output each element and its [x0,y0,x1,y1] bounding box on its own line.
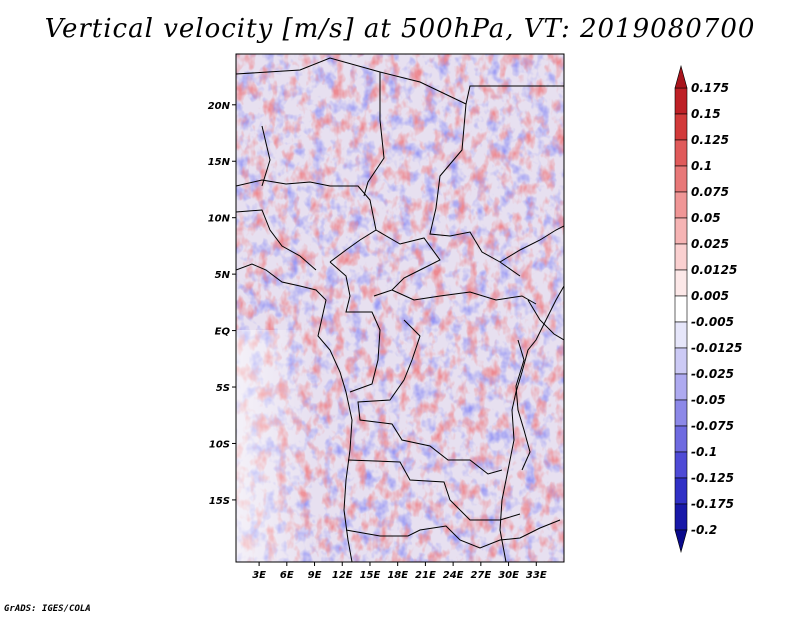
colorbar-swatch [674,425,688,453]
y-axis: 20N 15N 10N 5N EQ 5S 10S 15S [208,101,236,507]
colorbar-swatch [674,373,688,401]
x-axis: 3E 6E 9E 12E 15E 18E 21E 24E 27E 30E 33E [252,562,547,581]
colorbar-swatch [674,191,688,219]
colorbar-swatch [674,451,688,479]
x-tick-label: 9E [308,570,322,581]
border-chad-car [373,229,441,297]
colorbar-label: -0.075 [691,419,734,433]
x-tick-label: 30E [498,570,519,581]
colorbar-bottom-arrow [674,529,688,554]
x-tick-label: 33E [526,570,547,581]
y-tick-label: 5S [216,383,230,394]
colorbar-label: 0.15 [691,107,721,121]
border-north [236,57,564,105]
border-cameroon [329,261,381,393]
colorbar-swatch [674,399,688,427]
colorbar: 0.175 0.15 0.125 0.1 0.075 0.05 0.025 0.0125 0.0… [674,64,742,554]
colorbar-swatch [674,113,688,141]
y-tick-label: EQ [215,327,231,338]
colorbar-label: 0.0125 [691,263,737,277]
border-namibia [345,519,561,549]
border-westafrica [236,209,317,271]
x-tick-label: 3E [252,570,266,581]
x-tick-label: 27E [470,570,491,581]
colorbar-label: -0.2 [691,523,717,537]
colorbar-swatch [674,139,688,167]
country-borders [236,57,564,562]
colorbar-swatch [674,477,688,505]
colorbar-swatch [674,321,688,349]
y-tick-label: 20N [208,101,231,112]
border-sudan [429,103,521,277]
border-libya-sudan [363,72,385,197]
colorbar-swatch [674,503,688,531]
colorbar-swatch [674,347,688,375]
colorbar-swatch [674,295,688,323]
colorbar-top-arrow [674,64,688,89]
border-lakes [515,339,531,471]
colorbar-label: -0.025 [691,367,734,381]
y-tick-label: 15S [209,496,230,507]
colorbar-swatch [674,269,688,297]
y-tick-label: 10N [208,214,231,225]
colorbar-swatch [674,165,688,193]
border-sahel [236,179,377,263]
border-drc-north [391,289,537,305]
colorbar-swatch [674,217,688,245]
coastline-west [236,263,353,562]
colorbar-label: -0.05 [691,393,726,407]
border-ethiopia [499,225,564,263]
velocity-field [236,54,564,562]
colorbar-label: 0.075 [691,185,729,199]
y-tick-label: 10S [209,439,230,450]
x-tick-label: 18E [387,570,408,581]
y-tick-label: 15N [208,157,231,168]
colorbar-label: 0.05 [691,211,721,225]
colorbar-swatch [674,243,688,271]
y-tick-label: 5N [215,270,231,281]
colorbar-label: -0.1 [691,445,717,459]
colorbar-label: 0.1 [691,159,712,173]
border-drc [357,319,503,475]
border-angola-zambia [347,459,521,521]
colorbar-label: -0.0125 [691,341,742,355]
x-tick-label: 24E [443,570,464,581]
border-interior-west [261,125,271,187]
colorbar-label: 0.005 [691,289,729,303]
border-kenya [527,299,564,341]
grads-credit: GrADS: IGES/COLA [4,604,91,614]
colorbar-label: -0.175 [691,497,734,511]
chart-title: Vertical velocity [m/s] at 500hPa, VT: 2… [44,14,756,44]
x-tick-label: 21E [415,570,436,581]
colorbar-label: 0.125 [691,133,729,147]
x-tick-label: 12E [332,570,353,581]
colorbar-label: 0.175 [691,81,729,95]
x-tick-label: 15E [360,570,381,581]
x-tick-label: 6E [280,570,294,581]
colorbar-label: -0.125 [691,471,734,485]
colorbar-label: 0.025 [691,237,729,251]
plot-frame [235,53,565,563]
colorbar-label: -0.005 [691,315,734,329]
colorbar-swatch [674,87,688,115]
